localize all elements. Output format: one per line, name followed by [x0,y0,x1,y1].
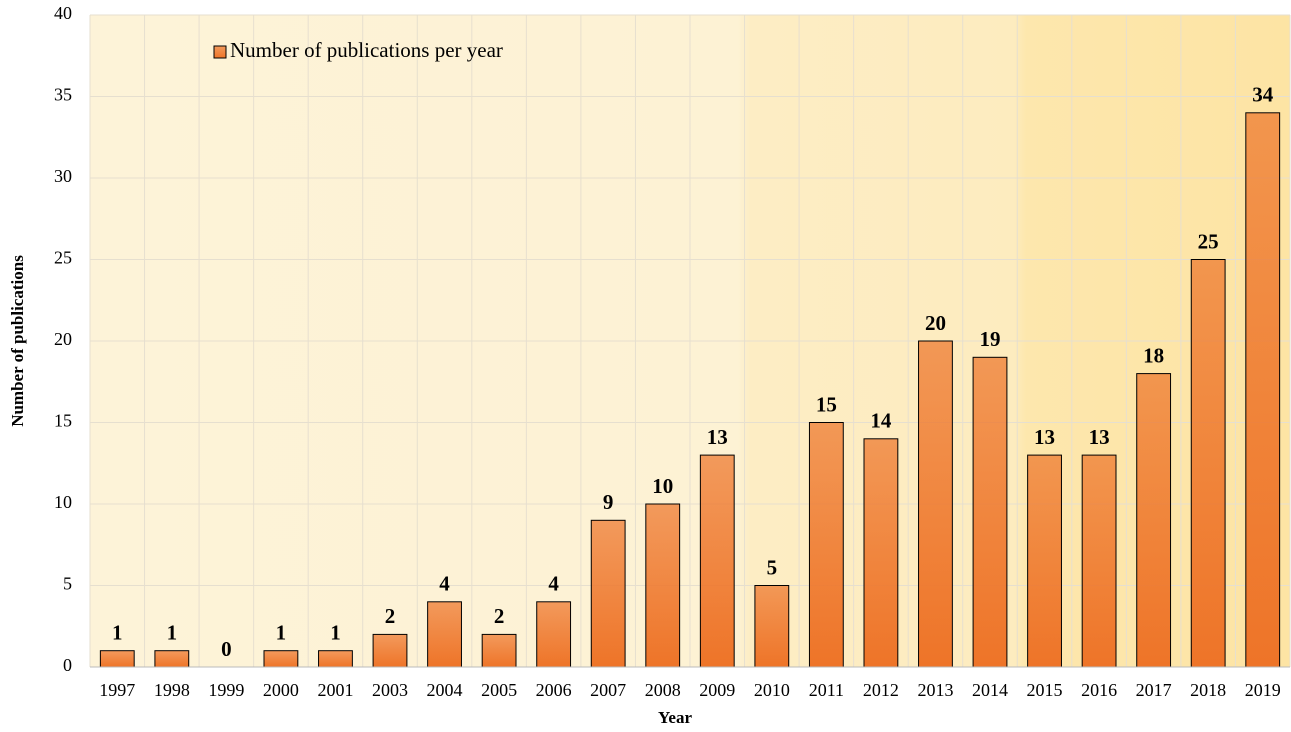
bar [918,340,953,668]
bar [536,601,572,668]
legend-swatch [213,45,227,59]
data-label: 9 [603,490,614,514]
y-axis-label: Number of publications [8,255,27,427]
data-label: 1 [276,621,287,645]
bar [154,650,190,668]
bar [318,650,353,668]
x-tick-label: 2009 [699,680,735,700]
y-tick-label: 0 [63,655,72,675]
x-tick-label: 1998 [154,680,190,700]
bar [372,633,408,668]
bar [1081,454,1117,668]
data-label: 13 [707,425,728,449]
x-tick-label: 2012 [863,680,899,700]
x-tick-label: 2001 [317,680,353,700]
bar [972,356,1008,668]
x-tick-label: 2004 [427,680,463,700]
data-label: 10 [652,474,673,498]
data-label: 20 [925,311,946,335]
y-tick-label: 20 [54,329,72,349]
data-label: 2 [494,604,505,628]
bar [1136,373,1172,668]
bar [808,422,844,668]
x-tick-label: 2010 [754,680,790,700]
x-tick-label: 2018 [1190,680,1226,700]
x-tick-label: 2007 [590,680,626,700]
data-label: 4 [439,572,450,596]
y-tick-label: 30 [54,166,72,186]
data-label: 2 [385,604,396,628]
data-label: 1 [112,621,123,645]
x-tick-label: 2014 [972,680,1008,700]
bar [645,503,681,668]
y-tick-label: 40 [54,3,72,23]
legend-label: Number of publications per year [230,38,503,62]
x-tick-label: 1999 [208,680,244,700]
bar [863,438,899,668]
data-label: 15 [816,392,837,416]
bar [1245,112,1281,668]
bar [481,633,517,668]
x-tick-label: 1997 [99,680,135,700]
y-tick-label: 5 [63,574,72,594]
x-tick-label: 2016 [1081,680,1117,700]
data-label: 1 [167,621,178,645]
x-axis-label: Year [658,708,692,727]
data-label: 14 [870,409,892,433]
data-label: 1 [330,621,341,645]
x-tick-label: 2019 [1245,680,1281,700]
bar [427,601,462,668]
y-tick-label: 35 [54,85,72,105]
bar [263,650,299,668]
bar [1027,454,1062,668]
data-label: 13 [1089,425,1110,449]
x-tick-label: 2005 [481,680,517,700]
x-tick-label: 2000 [263,680,299,700]
data-label: 18 [1143,343,1164,367]
data-label: 19 [980,327,1001,351]
y-tick-label: 25 [54,248,72,268]
x-tick-label: 2017 [1136,680,1172,700]
data-label: 4 [548,572,559,596]
y-tick-label: 10 [54,492,72,512]
data-label: 13 [1034,425,1055,449]
x-tick-label: 2013 [917,680,953,700]
data-label: 25 [1198,229,1219,253]
data-label: 34 [1252,83,1274,107]
bar [590,519,626,668]
y-tick-label: 15 [54,411,72,431]
bar [1190,259,1226,668]
x-tick-label: 2011 [809,680,844,700]
data-label: 0 [221,637,232,661]
x-tick-label: 2015 [1027,680,1063,700]
bar [99,650,135,668]
data-label: 5 [767,555,778,579]
bar [754,585,790,668]
x-tick-label: 2003 [372,680,408,700]
x-tick-label: 2006 [536,680,572,700]
x-tick-label: 2008 [645,680,681,700]
bar [699,454,735,668]
